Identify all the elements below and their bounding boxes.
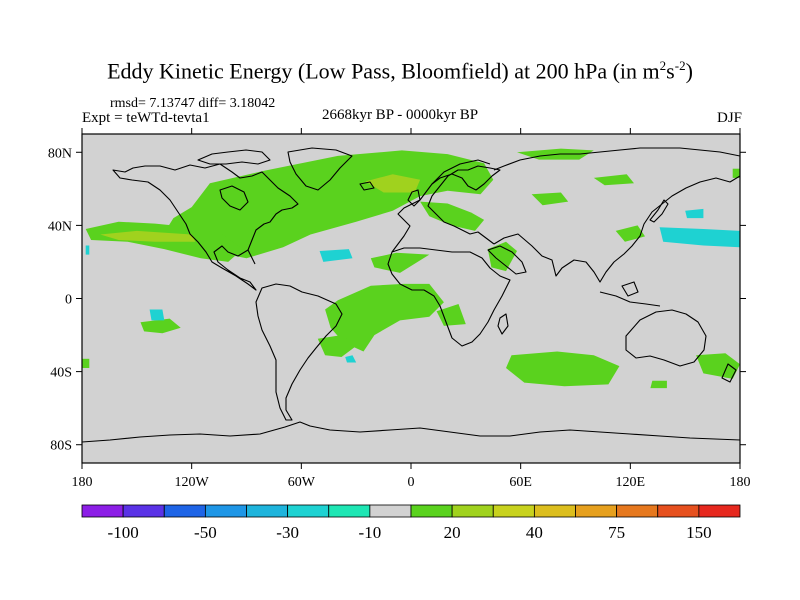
region-hawaii-negative <box>85 245 90 255</box>
colorbar-box <box>698 504 741 518</box>
season-label: DJF <box>716 110 742 126</box>
x-tick-label: 0 <box>408 475 415 490</box>
region-mediterranean-arm <box>420 201 485 231</box>
region-south-atlantic-negative <box>345 355 357 363</box>
coast-florida <box>247 249 256 265</box>
y-tick-label: 40N <box>48 219 72 234</box>
region-congo-positive <box>436 304 466 326</box>
region-west-pacific-edge-positive <box>82 358 90 368</box>
x-tick-label: 120W <box>175 475 210 490</box>
region-south-pacific-positive <box>140 318 181 334</box>
colorbar-label: -30 <box>276 523 299 542</box>
region-east-pacific-negative <box>149 309 165 321</box>
y-tick-label: 80S <box>50 439 72 454</box>
coast-arabia <box>487 245 527 275</box>
colorbar-box <box>575 504 618 518</box>
colorbar-box <box>616 504 659 518</box>
coast-british-isles <box>407 189 421 207</box>
colorbar-box <box>204 504 247 518</box>
colorbar-box <box>369 504 412 518</box>
y-tick-label: 0 <box>65 293 72 308</box>
stats-label: rmsd= 7.13747 diff= 3.18042 <box>110 96 276 111</box>
x-tick-label: 120E <box>616 475 646 490</box>
coast-greenland <box>287 147 353 191</box>
region-arabia-positive <box>487 241 517 272</box>
coast-africa <box>387 247 511 347</box>
region-tasman-positive <box>696 353 740 379</box>
region-central-asia-positive <box>531 192 569 206</box>
colorbar-box <box>163 504 206 518</box>
colorbar-box <box>657 504 700 518</box>
colorbar-label: 150 <box>686 523 712 542</box>
region-west-pacific-negative <box>659 227 740 248</box>
coast-europe <box>391 165 501 253</box>
colorbar-box <box>533 504 576 518</box>
colorbar-label: -10 <box>359 523 382 542</box>
coast-iceland <box>359 181 375 191</box>
y-tick-label: 80N <box>48 146 72 161</box>
coast-australia <box>625 309 707 367</box>
region-north-pacific-core <box>100 230 196 242</box>
region-south-atlantic-west-positive <box>317 335 357 357</box>
coast-madagascar <box>497 313 509 335</box>
axes: 180 120W 60W 0 60E 120E 180 80N 40N 0 40S 80S <box>48 128 751 490</box>
colorbar-box <box>492 504 535 518</box>
region-atlantic-subtropical-negative <box>319 249 353 262</box>
coast-hudson-bay <box>219 185 249 211</box>
coast-new-zealand <box>721 363 737 383</box>
colorbar-label: 40 <box>526 523 543 542</box>
colorbar-label: -100 <box>108 523 139 542</box>
x-tick-label: 180 <box>72 475 93 490</box>
coastlines <box>82 147 740 443</box>
colorbar: -100 -50 -30 -10 20 40 75 150 <box>81 504 741 542</box>
x-tick-label: 60W <box>288 475 316 490</box>
colorbar-label: -50 <box>194 523 217 542</box>
coast-indonesia <box>599 291 661 307</box>
region-east-asia-positive <box>615 225 645 242</box>
colorbar-box <box>410 504 453 518</box>
y-tick-label: 40S <box>50 366 72 381</box>
region-east-pacific-edge-positive <box>732 168 740 178</box>
colorbar-label: 75 <box>608 523 625 542</box>
coast-arctic-archipelago <box>197 149 271 165</box>
coast-south-america <box>255 283 343 421</box>
colorbar-box <box>451 504 494 518</box>
x-tick-label: 180 <box>730 475 751 490</box>
coast-scandinavia <box>431 159 491 185</box>
coast-borneo <box>621 281 639 297</box>
colorbar-box <box>81 504 124 518</box>
x-tick-label: 60E <box>509 475 532 490</box>
colorbar-box <box>328 504 371 518</box>
colorbar-box <box>287 504 330 518</box>
region-south-atlantic-positive <box>325 283 444 352</box>
region-north-atlantic-core <box>365 174 421 193</box>
period-label: 2668kyr BP - 0000kyr BP <box>321 107 479 123</box>
region-japan-sea-negative <box>685 208 704 219</box>
colorbar-label: 20 <box>444 523 461 542</box>
region-siberia-positive <box>593 174 634 186</box>
colorbar-box <box>122 504 165 518</box>
chart-title: Eddy Kinetic Energy (Low Pass, Bloomfiel… <box>107 58 693 84</box>
coast-antarctica <box>82 421 740 443</box>
region-southern-indian-ocean-positive <box>506 351 620 387</box>
experiment-label: Expt = teWTd-tevta1 <box>82 110 210 126</box>
region-southwest-pacific-positive <box>650 380 667 389</box>
colorbar-box <box>246 504 289 518</box>
coast-asia <box>493 147 740 283</box>
coast-japan <box>649 199 669 223</box>
region-sahara-positive <box>370 252 430 273</box>
